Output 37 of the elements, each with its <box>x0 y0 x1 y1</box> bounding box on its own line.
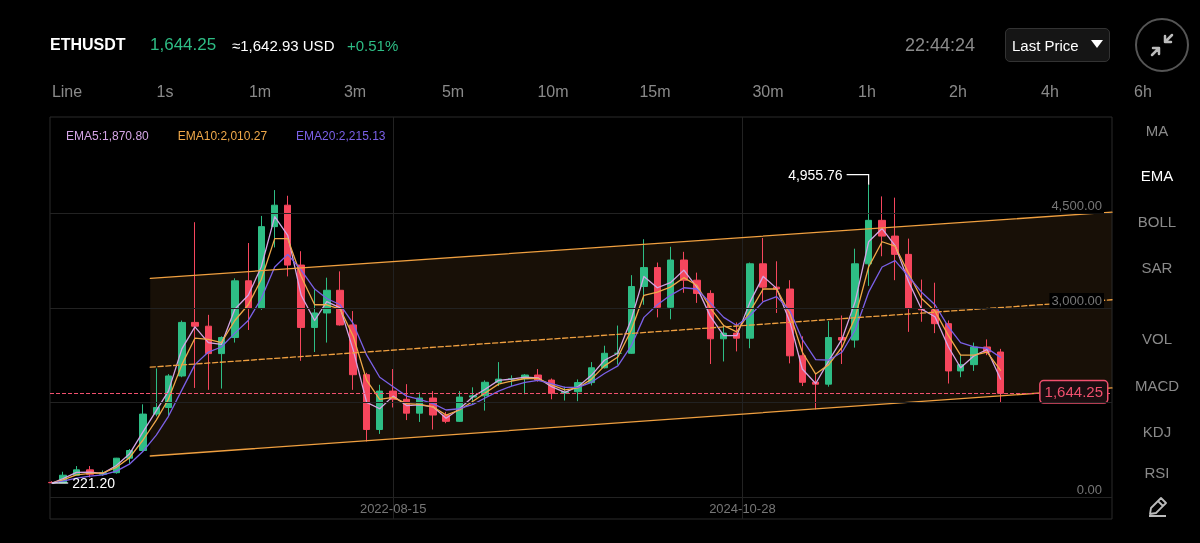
x-tick-label: 2022-08-15 <box>359 501 427 516</box>
ref-line-label: 1,644.25 <box>1044 383 1103 401</box>
text: SAR <box>1141 258 1173 276</box>
text: ≈1,642.93 USD <box>232 36 335 54</box>
text: +0.51% <box>347 36 399 54</box>
text: 1m <box>248 83 272 101</box>
text: 10m <box>537 83 569 101</box>
text: BOLL <box>1137 212 1177 230</box>
text: KDJ <box>1142 422 1172 440</box>
text: 15m <box>639 83 671 101</box>
text: MACD <box>1134 376 1180 394</box>
text: 6h <box>1134 83 1152 101</box>
text: 2h <box>949 83 967 101</box>
x-tick-label: 2024-10-28 <box>709 501 776 516</box>
text: RSI <box>1144 463 1170 481</box>
chart-title: ETHUSDT <box>50 36 126 54</box>
text: EMA5:1,870.80 <box>66 129 150 143</box>
text: 5m <box>441 83 465 101</box>
text: 30m <box>752 83 784 101</box>
text: 22:44:24 <box>905 34 976 56</box>
text: VOL <box>1141 329 1173 347</box>
text: EMA10:2,010.27 <box>177 129 268 143</box>
y-tick-label: 0.00 <box>1076 481 1102 497</box>
text: 1,644.25 <box>150 35 217 55</box>
text: EMA20:2,215.13 <box>296 129 386 143</box>
text: EMA <box>1140 166 1174 184</box>
y-tick-label: 4,500.00 <box>1051 198 1102 214</box>
annotation: 4,955.76 <box>788 166 843 183</box>
annotation: 221.20 <box>72 475 115 491</box>
text: MA <box>1145 121 1169 139</box>
text: 3m <box>343 83 367 101</box>
text: Last Price <box>1012 36 1079 54</box>
text: 4h <box>1041 83 1059 101</box>
y-tick-label: 3,000.00 <box>1051 292 1102 308</box>
text: 1s <box>156 83 174 101</box>
text: Line <box>51 83 83 101</box>
text: 1h <box>858 83 876 101</box>
